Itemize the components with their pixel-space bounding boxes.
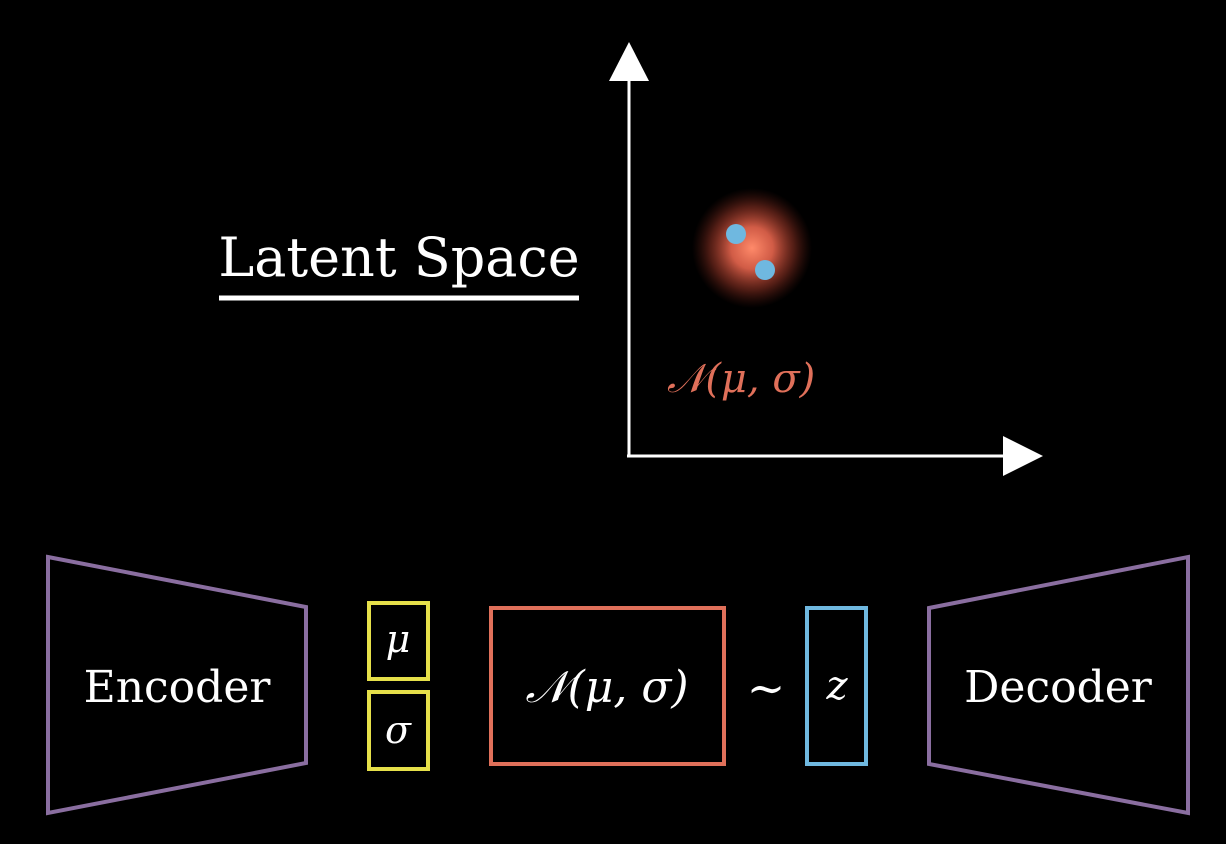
- distribution-box-outline: [489, 606, 726, 766]
- z-label: z: [825, 663, 848, 709]
- vae-pipeline: Encoder μ σ 𝒩(μ, σ) ∼ z Decoder: [46, 554, 1190, 816]
- decoder-block: Decoder: [927, 554, 1190, 816]
- encoder-trapezoid: [46, 554, 308, 816]
- mu-label: μ: [386, 617, 411, 661]
- x-axis-arrowhead: [1003, 436, 1043, 476]
- decoder-trapezoid: [927, 554, 1190, 816]
- sigma-box-outline: [367, 690, 430, 771]
- latent-space-heading: Latent Space: [218, 226, 580, 301]
- mu-box: μ: [367, 601, 430, 681]
- z-box-outline: [805, 606, 868, 766]
- latent-point: [726, 224, 746, 244]
- sampling-tilde: ∼: [747, 661, 786, 715]
- latent-distribution-label: 𝒩(μ, σ): [667, 356, 815, 402]
- distribution-label: 𝒩(μ, σ): [525, 662, 688, 713]
- encoder-block: Encoder: [46, 554, 308, 816]
- latent-point: [755, 260, 775, 280]
- y-axis-arrowhead: [609, 42, 649, 81]
- decoder-label: Decoder: [964, 662, 1153, 713]
- sigma-box: σ: [367, 690, 430, 771]
- latent-space-plot: 𝒩(μ, σ): [609, 42, 1043, 476]
- distribution-box: 𝒩(μ, σ): [489, 606, 726, 766]
- gaussian-distribution-blob: [692, 188, 812, 308]
- z-box: z: [805, 606, 868, 766]
- mu-box-outline: [367, 601, 430, 681]
- latent-space-title: Latent Space: [218, 226, 579, 289]
- encoder-label: Encoder: [84, 662, 272, 713]
- sigma-label: σ: [385, 708, 412, 752]
